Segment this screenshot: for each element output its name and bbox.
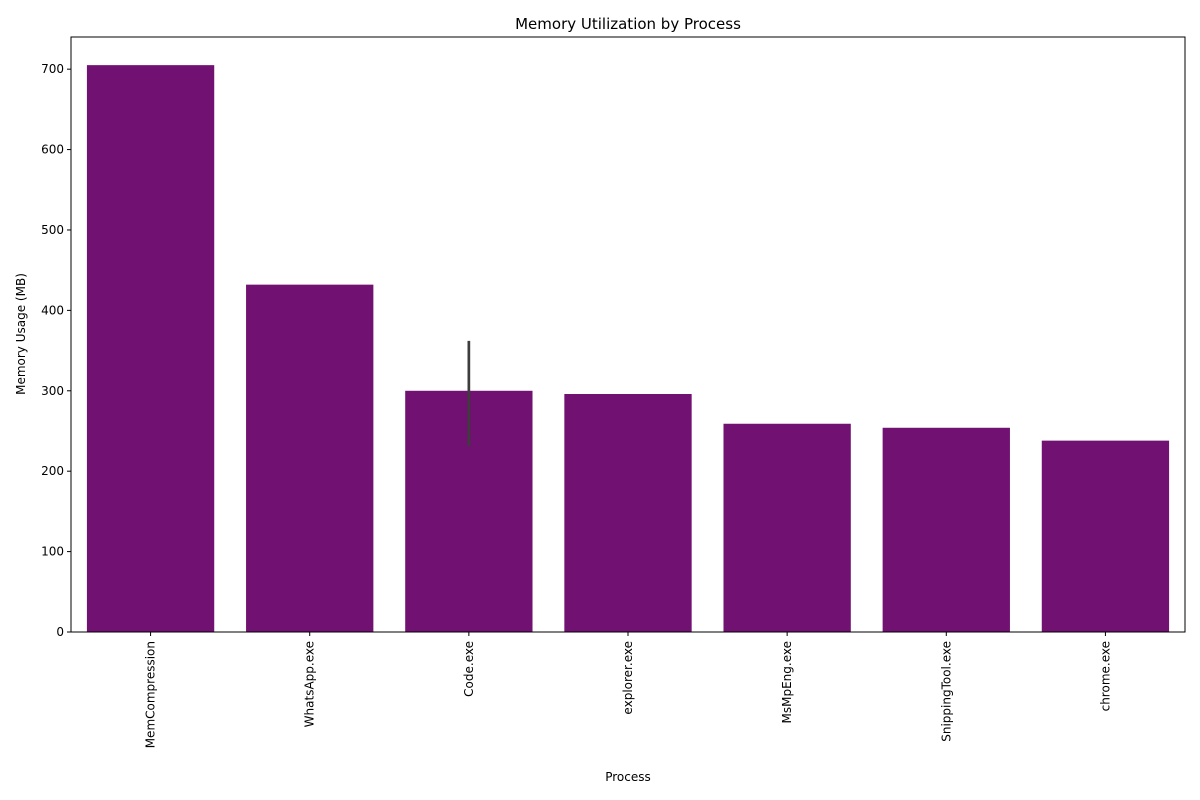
x-tick-label: explorer.exe <box>621 641 635 715</box>
y-tick-label: 0 <box>56 625 64 639</box>
x-tick-label: SnippingTool.exe <box>939 641 953 742</box>
bar-3 <box>564 394 692 632</box>
y-tick-label: 600 <box>41 143 64 157</box>
bars-group <box>86 65 1170 632</box>
y-axis-ticks: 0 100 200 300 400 500 600 700 <box>41 62 71 639</box>
y-tick-label: 500 <box>41 223 64 237</box>
bar-1 <box>246 284 374 632</box>
y-tick-label: 200 <box>41 464 64 478</box>
y-tick-label: 100 <box>41 545 64 559</box>
bar-0 <box>86 65 215 632</box>
bar-4 <box>723 423 851 632</box>
x-tick-label: Code.exe <box>462 641 476 697</box>
y-tick-label: 300 <box>41 384 64 398</box>
bar-6 <box>1041 440 1170 632</box>
y-tick-label: 400 <box>41 303 64 317</box>
x-tick-label: MsMpEng.exe <box>780 641 794 723</box>
x-tick-label: chrome.exe <box>1098 641 1112 711</box>
x-axis-ticks: MemCompression WhatsApp.exe Code.exe explor… <box>144 632 1112 748</box>
x-axis-label: Process <box>605 770 651 784</box>
bar-5 <box>882 427 1010 632</box>
y-tick-label: 700 <box>41 62 64 76</box>
x-tick-label: WhatsApp.exe <box>303 641 317 727</box>
x-tick-label: MemCompression <box>144 641 158 748</box>
chart-title: Memory Utilization by Process <box>515 15 741 33</box>
y-axis-label: Memory Usage (MB) <box>14 273 28 395</box>
